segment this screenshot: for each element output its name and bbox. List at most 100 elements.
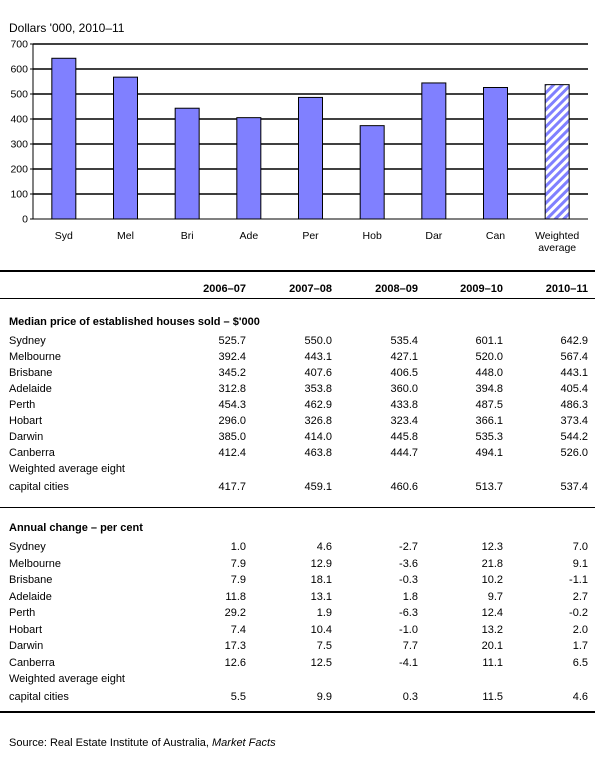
table-cell: -6.3 [399,607,418,619]
table-cell: 1.7 [572,640,588,652]
section-title: Annual change – per cent [0,520,595,536]
row-label: Adelaide [9,590,52,603]
table-cell: 433.8 [390,399,418,411]
table-cell: 4.6 [572,691,588,703]
x-tick-label: Per [302,230,319,242]
table-cell: 2009–10 [460,283,503,295]
table-cell: 2007–08 [289,283,332,295]
source-note: Source: Real Estate Institute of Austral… [9,737,276,749]
table-row: Adelaide 312.8 353.8 360.0 394.8 405.4 [0,381,595,397]
row-label: Darwin [9,640,44,652]
table-row: Sydney 525.7 550.0 535.4 601.1 642.9 [0,333,595,349]
bar-chart: Dollars '000, 2010–11 0 100 200 300 400 500 60… [9,21,588,254]
table-cell: 296.0 [218,415,246,427]
table-row-total: capital cities 417.7 459.1 460.6 513.7 537.4 [0,479,595,495]
table-cell: 427.1 [390,351,418,363]
table-cell: 520.0 [475,351,503,363]
row-label: Sydney [9,541,46,553]
table-cell: 17.3 [224,640,246,652]
y-tick-label: 400 [10,114,28,126]
table-cell: 11.5 [482,691,503,703]
row-label: Adelaide [9,383,52,395]
row-label: Hobart [9,623,43,636]
table-cell: 405.4 [560,383,588,395]
table-cell: 2.0 [572,623,588,636]
table-cell: 444.7 [390,447,418,459]
table-cell: 525.7 [218,335,246,347]
section-title: Median price of established houses sold … [0,314,595,330]
row-label: Weighted average eight [9,673,125,685]
table-cell: 5.5 [230,691,246,703]
row-label: Perth [9,607,36,619]
x-tick-label: Ade [239,230,258,242]
table-cell: 10.2 [481,574,503,586]
table-row: Adelaide 11.8 13.1 1.8 9.7 2.7 [0,589,595,605]
table-cell: 29.2 [224,607,246,619]
table-row: Brisbane 7.9 18.1 -0.3 10.2 -1.1 [0,572,595,588]
table-rule [0,711,595,713]
table-row: Canberra 12.6 12.5 -4.1 11.1 6.5 [0,655,595,671]
table-cell: 7.7 [402,640,418,652]
table-cell: 407.6 [304,367,332,379]
table-cell: 392.4 [218,351,246,363]
table-cell: 20.1 [481,640,503,652]
table-cell: 10.4 [310,623,332,636]
row-label: capital cities [9,691,69,703]
bar-weighted-average [544,84,570,220]
bar [421,82,447,220]
chart-title: Dollars '000, 2010–11 [9,21,125,35]
table-cell: 494.1 [475,447,503,459]
table-cell: 18.1 [310,574,332,586]
table-header-row: 2006–07 2007–08 2008–09 2009–10 2010–11 [0,281,595,297]
table-cell: 7.9 [230,557,246,570]
table-cell: 21.8 [481,557,503,570]
section-title-label: Annual change – per cent [9,522,143,534]
bar [298,96,323,220]
table-cell: -4.1 [399,656,418,669]
table-cell: 459.1 [304,481,332,493]
table-rule [0,507,595,508]
table-row: Perth 454.3 462.9 433.8 487.5 486.3 [0,397,595,413]
y-tick-label: 700 [10,39,28,51]
table-rule [0,270,595,272]
table-cell: 544.2 [560,431,588,443]
table-cell: 7.0 [572,541,588,553]
y-tick-label: 200 [10,164,28,176]
table-cell: 2.7 [572,590,588,603]
row-label: Weighted average eight [9,463,125,475]
row-label: Canberra [9,447,55,459]
table-cell: 448.0 [475,367,503,379]
table-cell: 7.9 [230,574,246,586]
row-label: Perth [9,399,36,411]
table-cell: 394.8 [475,383,503,395]
x-tick-label: Hob [363,230,382,242]
table-row: Hobart 296.0 326.8 323.4 366.1 373.4 [0,413,595,429]
table-cell: 2010–11 [545,283,588,295]
table-cell: 12.9 [310,557,332,570]
table-cell: -1.0 [399,623,418,636]
table-cell: 360.0 [390,383,418,395]
x-tick-label: Dar [425,230,442,242]
table-cell: 463.8 [304,447,332,459]
table-cell: 535.4 [390,335,418,347]
table-cell: 366.1 [475,415,503,427]
table-row-total-label: Weighted average eight [0,671,595,687]
table-row: Melbourne 392.4 443.1 427.1 520.0 567.4 [0,349,595,365]
table-cell: 11.1 [482,656,503,669]
bar [174,107,200,220]
table-row: Melbourne 7.9 12.9 -3.6 21.8 9.1 [0,556,595,572]
bar [236,117,262,220]
row-label: Brisbane [9,574,53,586]
table-cell: 11.8 [225,590,246,603]
table-row: Hobart 7.4 10.4 -1.0 13.2 2.0 [0,622,595,638]
table-cell: 443.1 [304,351,332,363]
table-cell: 323.4 [390,415,418,427]
table-cell: 7.5 [316,640,332,652]
table-rule [0,298,595,299]
row-label: Canberra [9,656,55,669]
table-cell: 1.8 [402,590,418,603]
table-cell: 6.5 [572,656,588,669]
table-cell: 7.4 [230,623,246,636]
x-tick-label: Can [486,230,505,242]
table-cell: 0.3 [402,691,418,703]
